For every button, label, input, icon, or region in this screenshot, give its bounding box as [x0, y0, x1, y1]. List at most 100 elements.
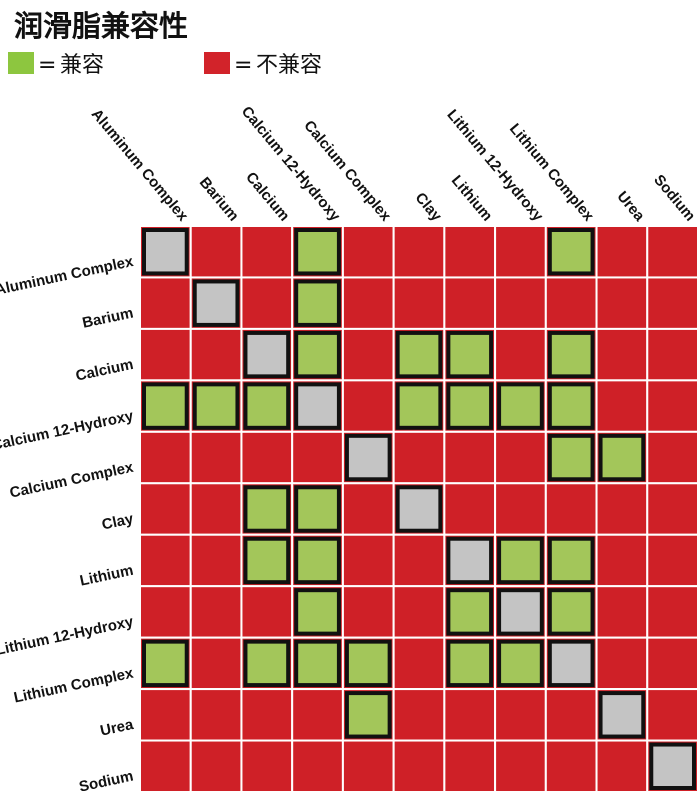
compatible-mark-aluminum-complex-lithium-complex — [547, 228, 595, 276]
compatible-mark-lithium-complex-lithium-12-hydroxy — [497, 639, 544, 688]
cell-barium-calcium — [240, 276, 294, 330]
legend-swatch-compatible — [8, 52, 34, 74]
compatible-mark-lithium-lithium-12-hydroxy — [497, 536, 544, 585]
cell-aluminum-complex-barium — [189, 225, 243, 279]
cell-sodium-aluminum-complex — [139, 739, 192, 793]
same-mark-sodium-sodium — [649, 742, 696, 791]
compatible-mark-calcium-complex-lithium-complex — [547, 433, 595, 482]
compatible-mark-calcium-complex-urea — [598, 433, 646, 482]
compatible-mark-lithium-lithium-complex — [547, 536, 595, 585]
cell-aluminum-complex-calcium-complex — [341, 225, 395, 279]
cell-clay-calcium-complex — [341, 482, 395, 536]
cell-sodium-urea — [595, 739, 649, 793]
row-label-urea: Urea — [99, 716, 136, 740]
column-label-sodium: Sodium — [650, 172, 698, 225]
cell-barium-aluminum-complex — [139, 276, 192, 330]
cell-lithium-complex-barium — [189, 636, 243, 691]
cell-clay-sodium — [646, 482, 699, 536]
cell-clay-aluminum-complex — [139, 482, 192, 536]
cell-lithium-calcium-complex — [341, 533, 395, 588]
cell-lithium-aluminum-complex — [139, 533, 192, 588]
cell-calcium-complex-clay — [392, 430, 446, 485]
cell-lithium-12-hydroxy-sodium — [646, 585, 699, 639]
cell-lithium-12-hydroxy-aluminum-complex — [139, 585, 192, 639]
column-label-lithium: Lithium — [448, 172, 496, 224]
cell-sodium-calcium-complex — [341, 739, 395, 793]
same-mark-urea-urea — [598, 691, 646, 739]
cell-sodium-clay — [392, 739, 446, 793]
cell-aluminum-complex-lithium-12-hydroxy — [494, 225, 547, 279]
cell-calcium-aluminum-complex — [139, 327, 192, 382]
same-mark-lithium-complex-lithium-complex — [547, 639, 595, 688]
cell-calcium-lithium-12-hydroxy — [494, 327, 547, 382]
cell-calcium-complex-lithium — [443, 430, 497, 485]
cell-lithium-12-hydroxy-barium — [189, 585, 243, 639]
column-label-calcium-12-hydroxy: Calcium 12-Hydroxy — [238, 103, 344, 225]
column-label-calcium: Calcium — [242, 169, 293, 225]
cell-aluminum-complex-clay — [392, 225, 446, 279]
compatible-mark-lithium-12-hydroxy-calcium-12-hydroxy — [294, 588, 341, 636]
cell-barium-clay — [392, 276, 446, 330]
column-label-barium: Barium — [196, 174, 242, 225]
compatible-mark-clay-calcium — [243, 485, 291, 533]
cell-calcium-complex-lithium-12-hydroxy — [494, 430, 547, 485]
cell-calcium-barium — [189, 327, 243, 382]
cell-sodium-calcium-12-hydroxy — [291, 739, 344, 793]
row-label-aluminum-complex: Aluminum Complex — [0, 253, 135, 299]
cell-calcium-urea — [595, 327, 649, 382]
legend-symbol-compatible: = — [38, 53, 56, 78]
cell-calcium-sodium — [646, 327, 699, 382]
compatible-mark-calcium-12-hydroxy-barium — [192, 382, 240, 430]
compatible-mark-lithium-complex-calcium-complex — [344, 639, 392, 688]
cell-lithium-clay — [392, 533, 446, 588]
column-label-urea: Urea — [613, 188, 648, 225]
compatible-mark-calcium-lithium — [446, 330, 494, 379]
same-mark-clay-clay — [395, 485, 443, 533]
cell-urea-lithium-12-hydroxy — [494, 688, 547, 742]
row-label-lithium-complex: Lithium Complex — [12, 665, 135, 707]
cell-urea-lithium-complex — [544, 688, 598, 742]
cell-lithium-12-hydroxy-calcium-complex — [341, 585, 395, 639]
cell-lithium-complex-sodium — [646, 636, 699, 691]
compatible-mark-calcium-clay — [395, 330, 443, 379]
same-mark-calcium-calcium — [243, 330, 291, 379]
row-label-lithium-12-hydroxy: Lithium 12-Hydroxy — [0, 613, 135, 659]
cell-urea-clay — [392, 688, 446, 742]
column-label-lithium-12-hydroxy: Lithium 12-Hydroxy — [443, 106, 546, 225]
cell-calcium-12-hydroxy-urea — [595, 379, 649, 433]
cell-lithium-12-hydroxy-urea — [595, 585, 649, 639]
cell-calcium-complex-barium — [189, 430, 243, 485]
cell-sodium-lithium — [443, 739, 497, 793]
cell-barium-urea — [595, 276, 649, 330]
cell-urea-lithium — [443, 688, 497, 742]
row-label-lithium: Lithium — [78, 562, 135, 590]
compatible-mark-calcium-12-hydroxy-clay — [395, 382, 443, 430]
row-label-calcium: Calcium — [74, 356, 135, 385]
row-label-barium: Barium — [81, 304, 135, 331]
cell-calcium-complex-sodium — [646, 430, 699, 485]
compatible-mark-lithium-complex-calcium-12-hydroxy — [294, 639, 341, 688]
cell-lithium-urea — [595, 533, 649, 588]
cell-sodium-lithium-12-hydroxy — [494, 739, 547, 793]
row-labels: Aluminum Complex Barium Calcium Calcium 12-… — [0, 253, 135, 793]
column-label-clay: Clay — [412, 189, 446, 225]
cell-lithium-barium — [189, 533, 243, 588]
compatible-mark-clay-calcium-12-hydroxy — [294, 485, 341, 533]
compatible-mark-calcium-lithium-complex — [547, 330, 595, 379]
legend-symbol-incompatible: = — [234, 53, 252, 78]
compatible-mark-lithium-calcium-12-hydroxy — [294, 536, 341, 585]
column-label-aluminum-complex: Aluminum Complex — [88, 106, 192, 225]
compatible-mark-lithium-calcium — [243, 536, 291, 585]
cell-calcium-complex-aluminum-complex — [139, 430, 192, 485]
legend: = 兼容 = 不兼容 — [8, 52, 322, 78]
cell-lithium-complex-clay — [392, 636, 446, 691]
cell-barium-lithium-complex — [544, 276, 598, 330]
cell-calcium-complex-calcium-12-hydroxy — [291, 430, 344, 485]
cell-clay-lithium-complex — [544, 482, 598, 536]
cell-aluminum-complex-lithium — [443, 225, 497, 279]
cell-calcium-12-hydroxy-sodium — [646, 379, 699, 433]
legend-swatch-incompatible — [204, 52, 230, 74]
row-label-sodium: Sodium — [77, 768, 134, 793]
heatmap-grid — [139, 225, 699, 793]
